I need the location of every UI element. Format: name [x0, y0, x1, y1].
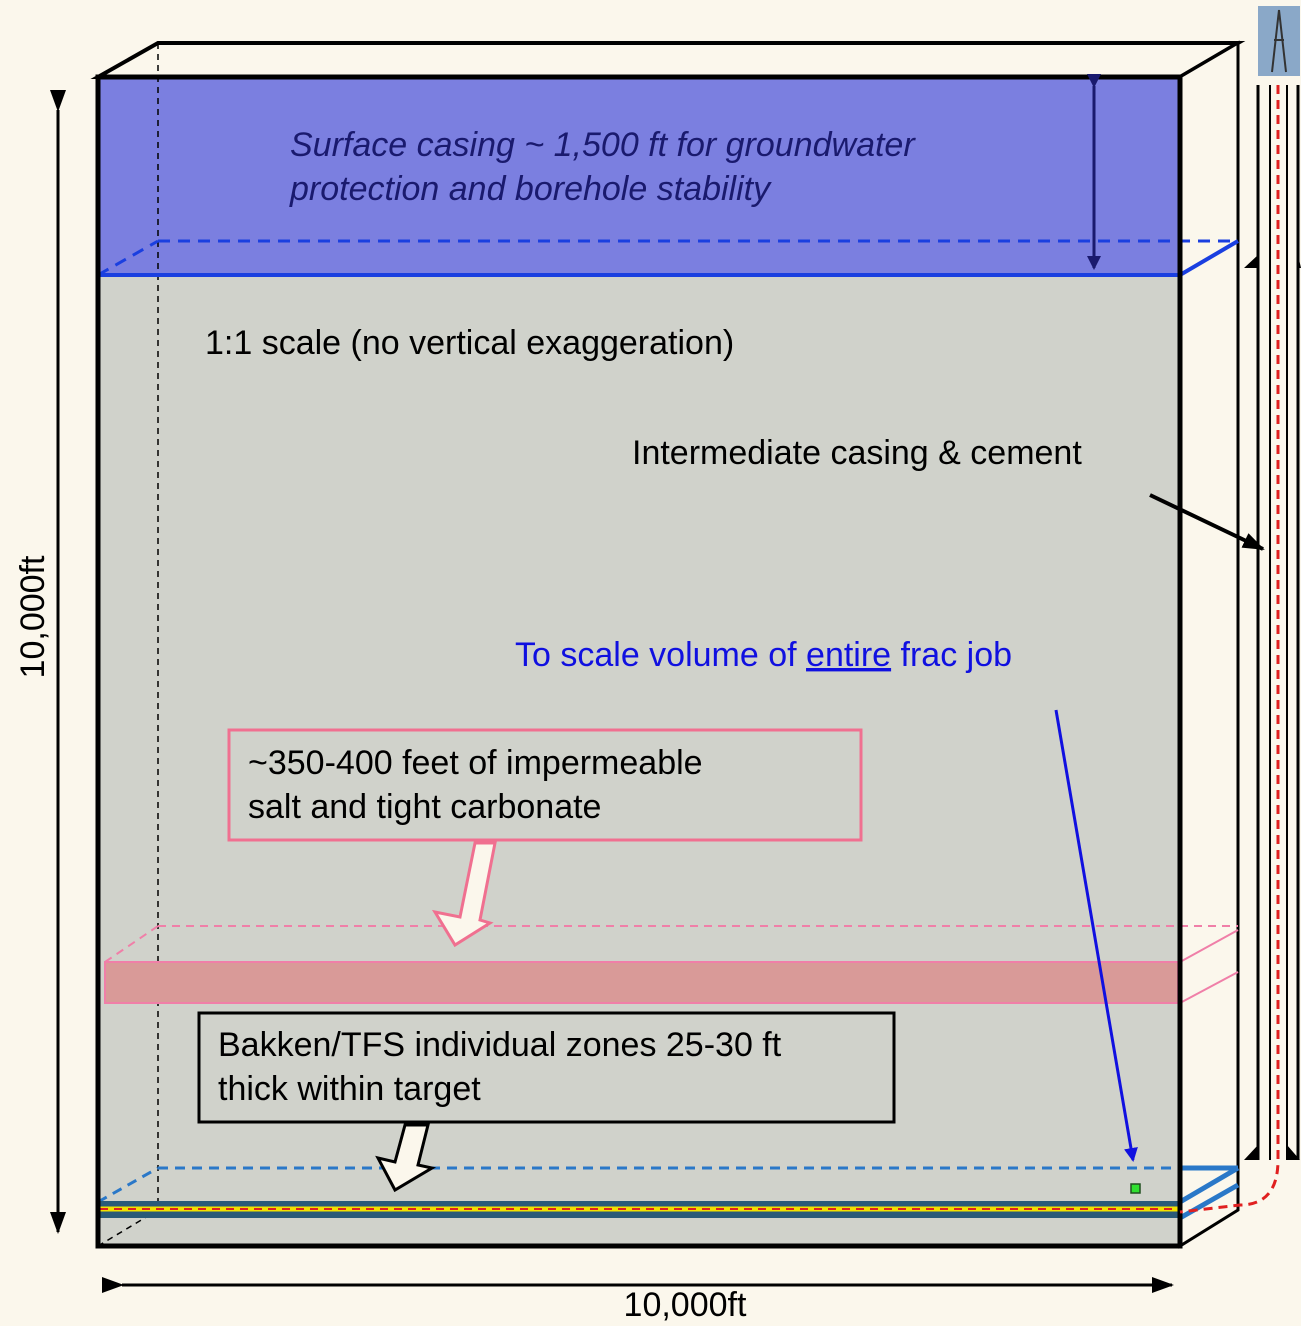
frac-volume-text: To scale volume of entire frac job: [515, 636, 1012, 674]
intermediate-casing-text: Intermediate casing & cement: [632, 434, 1082, 472]
surface-casing-text: Surface casing ~ 1,500 ft for groundwate…: [290, 126, 916, 164]
surface-casing-text: protection and borehole stability: [289, 170, 772, 208]
target-text: thick within target: [218, 1070, 481, 1108]
frac-text: frac job: [891, 636, 1012, 674]
frac-emphasis: entire: [806, 636, 891, 674]
scale-note: 1:1 scale (no vertical exaggeration): [205, 324, 734, 362]
target-text: Bakken/TFS individual zones 25-30 ft: [218, 1026, 782, 1064]
height-label: 10,000ft: [14, 555, 52, 678]
width-label: 10,000ft: [624, 1286, 747, 1324]
barrier-text: ~350-400 feet of impermeable: [248, 744, 703, 782]
barrier-text: salt and tight carbonate: [248, 788, 601, 826]
diagram: ~350-400 feet of impermeable salt and ti…: [0, 0, 1301, 1326]
frac-text: To scale volume of: [515, 636, 806, 674]
